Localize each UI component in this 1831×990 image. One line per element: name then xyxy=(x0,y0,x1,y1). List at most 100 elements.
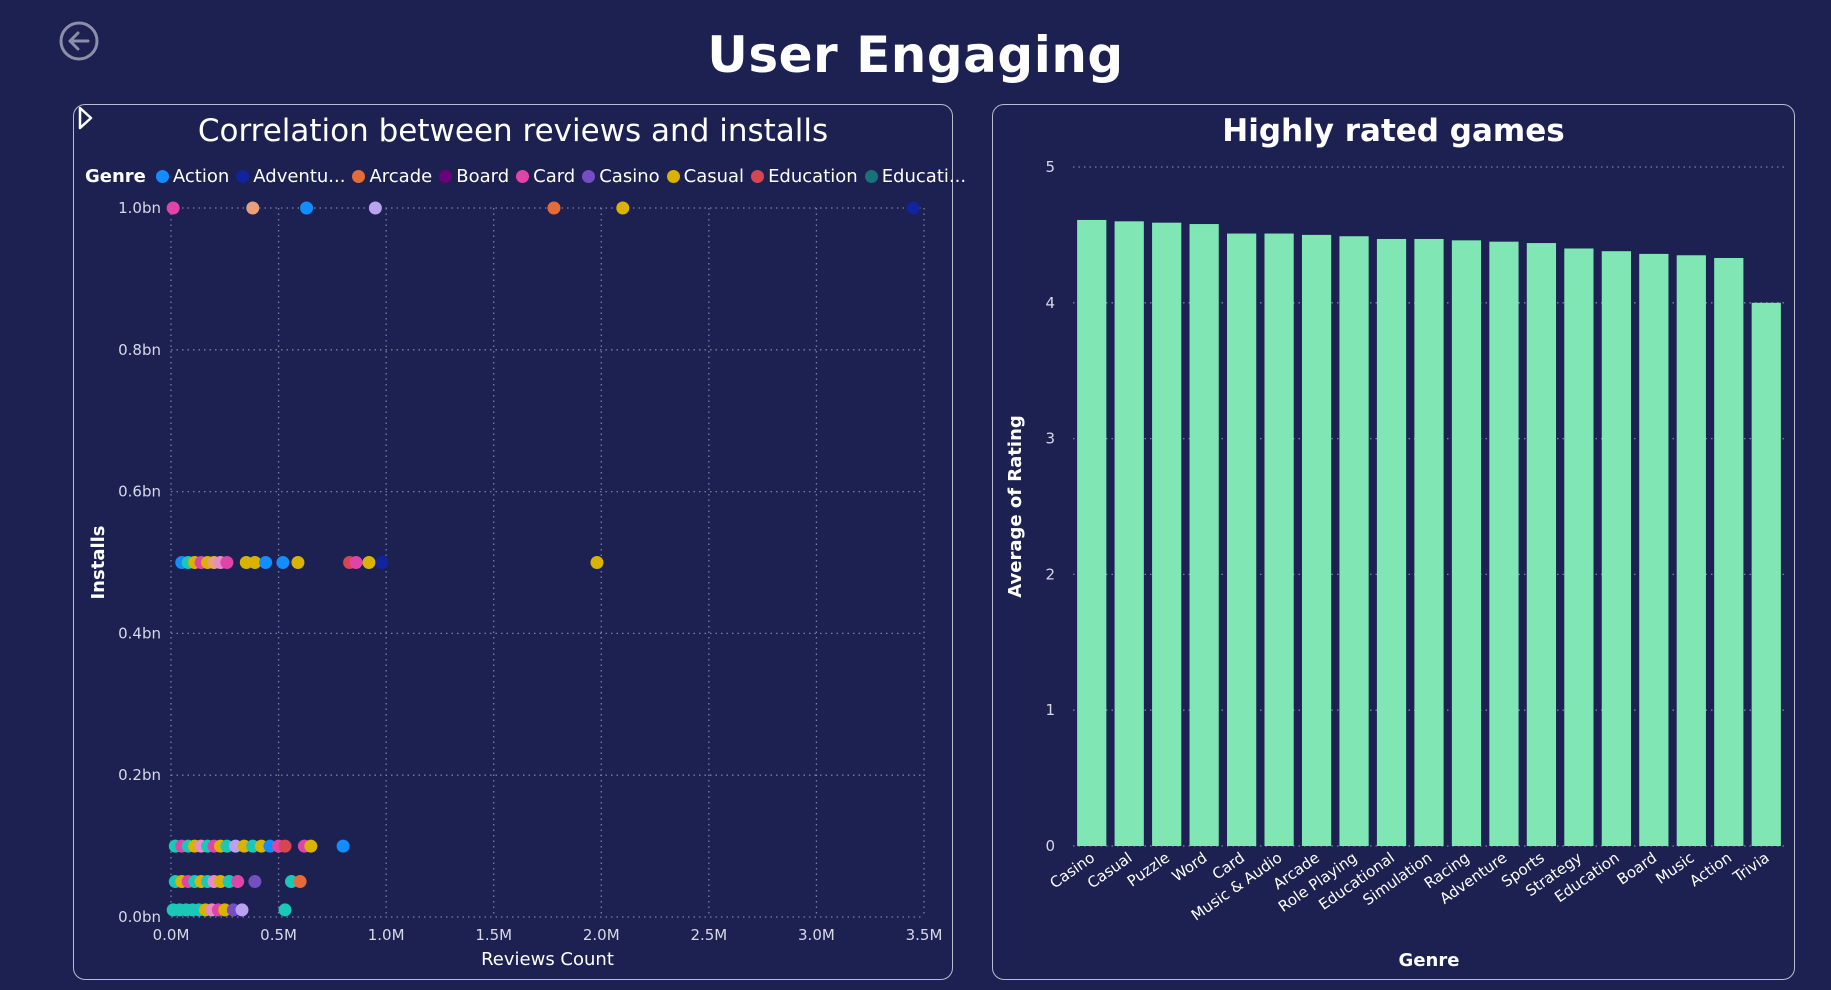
legend-label: Educati... xyxy=(881,165,967,187)
scatter-point[interactable] xyxy=(336,839,350,853)
bar[interactable] xyxy=(1676,255,1706,846)
legend-dot xyxy=(352,169,366,183)
bar[interactable] xyxy=(1077,219,1107,846)
scatter-point[interactable] xyxy=(259,556,273,569)
y-tick-label: 0.4bn xyxy=(118,624,161,642)
legend-item[interactable]: Educati... xyxy=(864,165,967,187)
legend-dot xyxy=(516,169,530,183)
x-axis-label: Genre xyxy=(1399,950,1460,971)
scatter-point[interactable] xyxy=(906,201,920,215)
bar[interactable] xyxy=(1152,222,1182,847)
x-tick-label: Board xyxy=(1614,849,1660,889)
x-tick-label: 2.5M xyxy=(690,926,727,944)
scatter-legend: Genre Action Adventu... Arcade Board Card Cas… xyxy=(85,163,973,189)
bar-chart-title: Highly rated games xyxy=(1222,113,1565,149)
scatter-point[interactable] xyxy=(278,903,292,917)
scatter-point[interactable] xyxy=(616,201,630,215)
legend-dot xyxy=(236,169,250,183)
x-tick-label: Puzzle xyxy=(1124,849,1173,891)
legend-item[interactable]: Arcade xyxy=(352,166,432,187)
scatter-point[interactable] xyxy=(231,875,245,889)
scatter-point[interactable] xyxy=(235,903,249,917)
legend-item[interactable]: Action xyxy=(155,166,229,187)
legend-label: Education xyxy=(768,165,858,187)
bar[interactable] xyxy=(1489,241,1519,846)
scatter-point[interactable] xyxy=(166,201,180,215)
legend-label: Adventu... xyxy=(253,165,346,187)
legend-item[interactable]: Adventu... xyxy=(236,166,345,187)
scatter-point[interactable] xyxy=(547,201,561,215)
legend-dot xyxy=(751,169,765,183)
scatter-point[interactable] xyxy=(375,556,389,569)
y-tick-label: 5 xyxy=(1045,158,1055,176)
scatter-point[interactable] xyxy=(368,201,382,215)
bar[interactable] xyxy=(1114,221,1144,846)
bar[interactable] xyxy=(1264,233,1294,847)
legend-label: Arcade xyxy=(369,165,433,187)
scatter-point[interactable] xyxy=(248,556,262,569)
y-tick-label: 0 xyxy=(1045,837,1055,855)
x-tick-label: 1.0M xyxy=(368,926,405,944)
x-tick-label: 0.0M xyxy=(153,926,190,944)
legend-item[interactable]: Education xyxy=(751,166,858,187)
scatter-point[interactable] xyxy=(220,556,234,569)
legend-item[interactable]: Board xyxy=(439,166,509,187)
page-title: User Engaging xyxy=(707,26,1124,84)
x-tick-label: Trivia xyxy=(1729,849,1773,887)
legend-title: Genre xyxy=(85,165,146,187)
legend-label: Casual xyxy=(683,165,745,187)
y-tick-label: 1 xyxy=(1045,701,1055,719)
legend-dot xyxy=(864,169,878,183)
scatter-point[interactable] xyxy=(291,556,305,569)
scatter-point[interactable] xyxy=(276,556,290,569)
x-tick-label: Word xyxy=(1169,849,1211,886)
scatter-point[interactable] xyxy=(278,839,292,853)
x-tick-label: 2.0M xyxy=(583,926,620,944)
scatter-point[interactable] xyxy=(246,201,260,215)
chevron-right-icon[interactable] xyxy=(74,105,96,131)
x-axis-label: Reviews Count xyxy=(481,949,614,970)
scatter-chart-title: Correlation between reviews and installs xyxy=(197,113,829,149)
scatter-point[interactable] xyxy=(304,839,318,853)
x-tick-label: 0.5M xyxy=(260,926,297,944)
x-tick-label: Action xyxy=(1686,849,1735,891)
scatter-point[interactable] xyxy=(349,556,363,569)
bar[interactable] xyxy=(1526,243,1557,847)
bar[interactable] xyxy=(1564,248,1594,847)
bar[interactable] xyxy=(1227,233,1257,847)
bar[interactable] xyxy=(1451,240,1482,846)
legend-dot xyxy=(439,169,453,183)
scatter-point[interactable] xyxy=(300,201,314,215)
bar[interactable] xyxy=(1601,251,1631,847)
bar[interactable] xyxy=(1414,238,1444,846)
y-tick-label: 0.6bn xyxy=(118,483,161,501)
legend-item[interactable]: Casual xyxy=(666,165,745,187)
bar[interactable] xyxy=(1339,236,1369,846)
bar[interactable] xyxy=(1714,257,1744,847)
y-axis-label: Average of Rating xyxy=(1005,415,1026,598)
x-tick-label: 1.5M xyxy=(475,926,512,944)
bar[interactable] xyxy=(1189,224,1219,846)
bar[interactable] xyxy=(1376,238,1407,846)
x-tick-label: 3.5M xyxy=(906,926,943,944)
scatter-point[interactable] xyxy=(362,556,376,569)
legend-item[interactable]: Card xyxy=(516,166,575,187)
legend-label: Board xyxy=(456,165,510,187)
scatter-chart-panel[interactable]: Correlation between reviews and installs… xyxy=(73,104,966,980)
bar[interactable] xyxy=(1751,302,1781,846)
bar-chart-panel[interactable]: Highly rated games 0 1 2 3 4 5 Casino Casual Puz… xyxy=(992,104,1795,980)
legend-dot xyxy=(155,169,169,183)
scatter-point[interactable] xyxy=(590,556,604,569)
legend-label: Casino xyxy=(599,165,660,187)
bar[interactable] xyxy=(1301,234,1332,846)
y-axis-label: Installs xyxy=(88,525,109,599)
x-tick-label: 3.0M xyxy=(798,926,835,944)
y-tick-label: 0.8bn xyxy=(118,341,161,359)
y-tick-label: 0.2bn xyxy=(118,766,161,784)
scatter-point[interactable] xyxy=(293,875,307,889)
back-arrow-icon[interactable] xyxy=(58,20,100,62)
scatter-point[interactable] xyxy=(248,875,262,889)
bar[interactable] xyxy=(1639,253,1669,847)
legend-item[interactable]: Casino xyxy=(582,165,660,187)
